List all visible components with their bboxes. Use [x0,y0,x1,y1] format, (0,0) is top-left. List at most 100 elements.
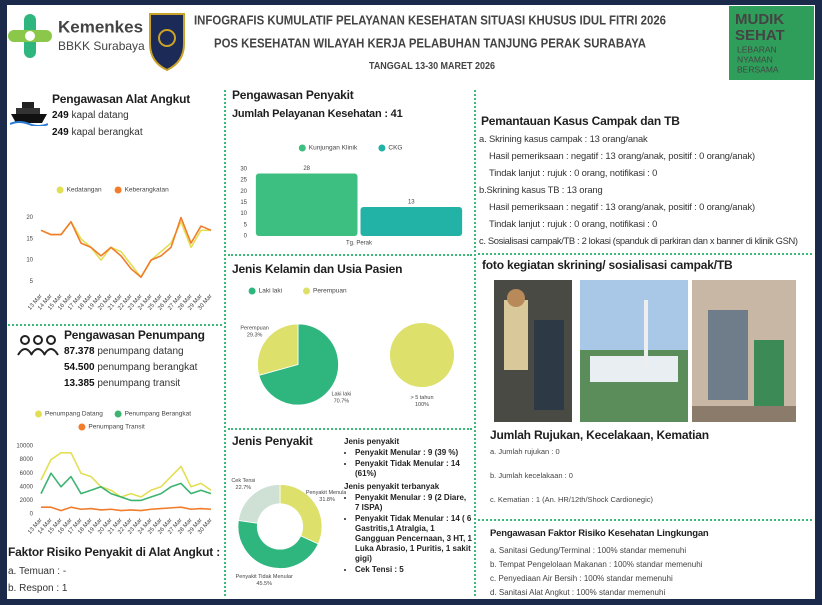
list-item: c. Kematian : 1 (An. HR/12th/Shock Cardi… [490,495,653,504]
x-tick-label: Tg. Perak [346,241,373,247]
separator [474,90,476,596]
stat-value: 54.500 [64,362,95,373]
list-item: c. Penyediaan Air Bersih : 100% standar … [490,574,673,583]
notes-item: Penyakit Menular : 9 (2 Diare, 7 ISPA) [355,493,472,513]
photo [692,280,796,422]
y-tick-label: 30 [240,167,247,173]
title-line: INFOGRAFIS KUMULATIF PELAYANAN KESEHATAN… [194,13,666,27]
separator [8,324,222,326]
legend-label: Penumpang Berangkat [125,411,192,418]
section-title: Pengawasan Faktor Risiko Kesehatan Lingk… [490,528,709,539]
report-line: Tindak lanjut : rujuk : 0 orang, notifik… [489,167,657,178]
title-line: POS KESEHATAN WILAYAH KERJA PELABUHAN TA… [214,36,646,50]
list-item: a. Jumlah rujukan : 0 [490,447,560,456]
legend-label: Perempuan [313,288,347,295]
separator [228,254,472,256]
section-title: Jenis Kelamin dan Usia Pasien [232,262,402,276]
legend-marker [115,187,122,194]
legend-label: Laki laki [259,288,282,295]
report-line: Hasil pemeriksaan : negatif : 13 orang/a… [489,201,755,212]
bar [256,173,358,236]
slice-value: 70.7% [334,398,350,404]
slice-value: 45.5% [256,581,272,587]
separator [478,253,812,255]
legend-label: Kunjungan Klinik [309,145,358,152]
section-title: Jumlah Rujukan, Kecelakaan, Kematian [490,428,709,442]
legend-label: Penumpang Transit [88,424,145,431]
y-tick-label: 10000 [16,444,33,450]
list-item: b. Jumlah kecelakaan : 0 [490,471,573,480]
notes-item: Penyakit Tidak Menular : 14 (61%) [355,459,472,479]
pie-slice [390,323,454,387]
legend-marker [378,145,385,152]
notes-item: Cek Tensi : 5 [355,565,472,575]
bar [361,207,463,236]
slice-value: 22.7% [236,485,252,491]
report-line: Hasil pemeriksaan : negatif : 13 orang/a… [489,150,755,161]
slice-name: Laki laki [331,391,351,397]
emblem [150,14,184,70]
bar-value: 13 [408,200,415,206]
notes-list: Penyakit Menular : 9 (2 Diare, 7 ISPA) P… [344,493,472,575]
sex-chart: Laki lakiPerempuanLaki laki70.7%Perempua… [228,283,368,423]
notes-list: Penyakit Menular : 9 (39 %) Penyakit Tid… [344,448,472,479]
notes-heading: Jenis penyakit terbanyak [344,482,472,492]
list-item: a. Sanitasi Gedung/Terminal : 100% stand… [490,546,686,555]
stat: 13.385 penumpang transit [64,378,180,389]
page: Kemenkes BBKK Surabaya INFOGRAFIS KUMULA… [0,0,822,605]
legend-label: Penumpang Datang [45,411,103,418]
donut-hole [257,503,303,549]
notes-heading: Jenis penyakit [344,437,472,447]
notes-item: Penyakit Tidak Menular : 14 ( 6 Gastriti… [355,514,472,564]
passenger-chart: Penumpang Datang Penumpang Berangkat Penum… [8,406,222,542]
stat-value: 87.378 [64,346,95,357]
badge-title: SEHAT [735,27,785,44]
section-title: Pengawasan Alat Angkut [52,92,190,106]
legend-label: CKG [388,145,402,152]
slice-name: > 5 tahun [410,395,433,401]
y-tick-label: 15 [240,200,247,206]
y-tick-label: 20 [240,189,247,195]
y-tick-label: 4000 [20,484,34,490]
stat-value: 249 [52,127,69,138]
stat-value: 13.385 [64,378,95,389]
logo-name: Kemenkes [58,17,143,36]
section-title: foto kegiatan skrining/ sosialisasi camp… [482,258,732,272]
y-tick-label: 2000 [20,498,34,504]
legend-marker [35,411,42,418]
people-icon [16,333,60,357]
age-chart: > 5 tahun100% [372,283,472,423]
stat: 249 kapal datang [52,110,129,121]
report-line: Tindak lanjut : rujuk : 0 orang, notifik… [489,218,657,229]
legend-label: Keberangkatan [125,187,169,194]
slice-value: 29.3% [247,332,263,338]
y-tick-label: 0 [30,512,34,518]
section-title: Pengawasan Penyakit [232,88,354,102]
list-item: b. Tempat Pengelolaan Makanan : 100% sta… [490,560,702,569]
report-line: c. Sosialisasi campak/TB : 2 lokasi (spa… [479,235,798,246]
series-line [41,218,211,278]
y-tick-label: 8000 [20,457,34,463]
y-tick-label: 6000 [20,471,34,477]
slice-value: 31.8% [319,497,335,503]
legend-marker [78,424,85,431]
y-tick-label: 20 [26,215,33,221]
legend-marker [115,411,122,418]
badge-subtitle: LEBARAN [737,44,777,54]
slice-name: Perempuan [240,325,268,331]
y-tick-label: 25 [240,178,247,184]
section-title: Pemantauan Kasus Campak dan TB [481,114,680,128]
list-item: a. Temuan : - [8,566,66,577]
section-subtitle: Jumlah Pelayanan Kesehatan : 41 [232,108,403,120]
badge-title: MUDIK [735,11,784,28]
y-tick-label: 10 [240,211,247,217]
stat: 249 kapal berangkat [52,127,143,138]
title-line: TANGGAL 13-30 MARET 2026 [369,60,495,72]
stat-label: penumpang berangkat [97,362,197,373]
legend-marker [303,288,310,295]
badge-subtitle: BERSAMA [737,64,779,74]
stat-label: penumpang datang [97,346,183,357]
y-tick-label: 0 [244,234,248,240]
